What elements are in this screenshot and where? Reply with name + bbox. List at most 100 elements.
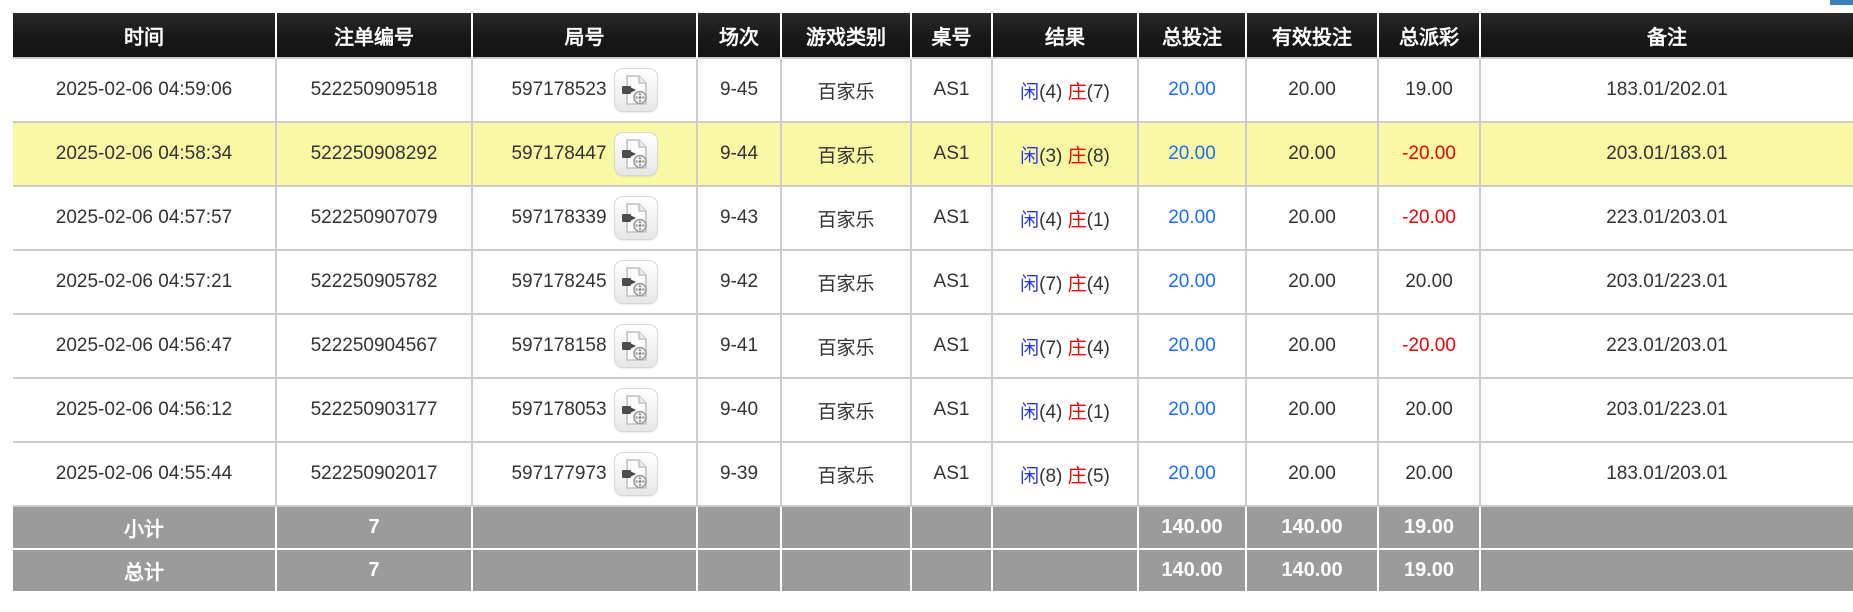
video-replay-button[interactable] [613, 452, 658, 496]
player-result-label: 闲 [1020, 209, 1040, 231]
cell-total-bet[interactable]: 20.00 [1137, 377, 1247, 443]
video-replay-button[interactable] [613, 260, 658, 304]
cell-total-bet[interactable]: 20.00 [1137, 185, 1247, 251]
cell-table-id: AS1 [910, 377, 993, 443]
cell-game-type: 百家乐 [780, 57, 912, 123]
cell-table-id: AS1 [910, 441, 993, 507]
banker-result-score: (7) [1086, 81, 1110, 103]
col-header-remark: 备注 [1479, 13, 1853, 58]
cell-bet-id: 522250909518 [275, 57, 473, 123]
video-replay-button[interactable] [613, 388, 658, 432]
cell-payout: 20.00 [1377, 377, 1481, 443]
player-result-label: 闲 [1020, 401, 1040, 423]
cutoff-blue-button[interactable] [1830, 0, 1853, 5]
cell-remark: 203.01/223.01 [1479, 249, 1853, 315]
banker-result-label: 庄 [1067, 81, 1087, 103]
cell-result: 闲(7) 庄(4) [991, 249, 1139, 315]
table-row: 2025-02-06 04:56:12 522250903177 5971780… [13, 377, 1853, 443]
video-file-icon [621, 267, 647, 297]
player-result-score: (7) [1039, 273, 1063, 295]
cell-game-type: 百家乐 [780, 249, 912, 315]
cell-total-bet[interactable]: 20.00 [1137, 313, 1247, 379]
cell-remark: 183.01/202.01 [1479, 57, 1853, 123]
grand-total-payout: 19.00 [1377, 548, 1481, 593]
cell-valid-bet: 20.00 [1245, 185, 1379, 251]
subtotal-empty-cell [1479, 505, 1853, 550]
grand-total-empty-cell [696, 548, 782, 593]
cell-total-bet[interactable]: 20.00 [1137, 249, 1247, 315]
cell-game-type: 百家乐 [780, 441, 912, 507]
cell-game-type: 百家乐 [780, 185, 912, 251]
cell-total-bet[interactable]: 20.00 [1137, 57, 1247, 123]
cell-session: 9-45 [696, 57, 782, 123]
cell-payout: 20.00 [1377, 249, 1481, 315]
grand-total-empty-cell [991, 548, 1139, 593]
video-file-icon [621, 331, 647, 361]
cell-payout: 20.00 [1377, 441, 1481, 507]
video-file-icon [621, 75, 647, 105]
cell-session: 9-43 [696, 185, 782, 251]
grand-total-row: 总计 7 140.00 140.00 19.00 [13, 548, 1853, 593]
banker-result-score: (4) [1086, 273, 1110, 295]
cell-remark: 183.01/203.01 [1479, 441, 1853, 507]
cell-payout: -20.00 [1377, 313, 1481, 379]
subtotal-label: 小计 [13, 505, 277, 550]
col-header-total-bet: 总投注 [1137, 13, 1247, 58]
cell-result: 闲(7) 庄(4) [991, 313, 1139, 379]
cell-table-id: AS1 [910, 185, 993, 251]
cell-payout: -20.00 [1377, 121, 1481, 187]
cell-total-bet[interactable]: 20.00 [1137, 121, 1247, 187]
player-result-score: (4) [1039, 209, 1063, 231]
player-result-score: (3) [1039, 145, 1063, 167]
subtotal-payout: 19.00 [1377, 505, 1481, 550]
round-number: 597178158 [511, 335, 607, 356]
table-footer: 小计 7 140.00 140.00 19.00 总计 7 140.00 140… [13, 505, 1853, 593]
round-number: 597178447 [511, 143, 607, 164]
video-file-icon [621, 459, 647, 489]
banker-result-score: (1) [1086, 209, 1110, 231]
player-result-score: (7) [1039, 337, 1063, 359]
cell-round: 597178447 [471, 121, 698, 187]
col-header-round: 局号 [471, 13, 698, 58]
player-result-label: 闲 [1020, 145, 1040, 167]
banker-result-label: 庄 [1067, 337, 1087, 359]
video-file-icon [621, 139, 647, 169]
cell-bet-id: 522250907079 [275, 185, 473, 251]
col-header-valid-bet: 有效投注 [1245, 13, 1379, 58]
banker-result-score: (5) [1086, 465, 1110, 487]
cell-valid-bet: 20.00 [1245, 121, 1379, 187]
cell-time: 2025-02-06 04:59:06 [13, 57, 277, 123]
subtotal-empty-cell [991, 505, 1139, 550]
video-file-icon [621, 395, 647, 425]
cell-table-id: AS1 [910, 313, 993, 379]
subtotal-total-bet: 140.00 [1137, 505, 1247, 550]
video-replay-button[interactable] [613, 132, 658, 176]
cell-remark: 223.01/203.01 [1479, 313, 1853, 379]
cell-total-bet[interactable]: 20.00 [1137, 441, 1247, 507]
cell-result: 闲(4) 庄(7) [991, 57, 1139, 123]
video-replay-button[interactable] [613, 196, 658, 240]
banker-result-label: 庄 [1067, 465, 1087, 487]
banker-result-label: 庄 [1067, 273, 1087, 295]
cell-time: 2025-02-06 04:57:21 [13, 249, 277, 315]
cell-table-id: AS1 [910, 121, 993, 187]
banker-result-score: (8) [1086, 145, 1110, 167]
video-replay-button[interactable] [613, 68, 658, 112]
grand-total-empty-cell [780, 548, 912, 593]
table-row: 2025-02-06 04:59:06 522250909518 5971785… [13, 57, 1853, 123]
cell-valid-bet: 20.00 [1245, 313, 1379, 379]
banker-result-score: (4) [1086, 337, 1110, 359]
subtotal-empty-cell [471, 505, 698, 550]
cell-bet-id: 522250902017 [275, 441, 473, 507]
col-header-game-type: 游戏类别 [780, 13, 912, 58]
col-header-table-id: 桌号 [910, 13, 993, 58]
cell-bet-id: 522250904567 [275, 313, 473, 379]
subtotal-empty-cell [780, 505, 912, 550]
cell-time: 2025-02-06 04:57:57 [13, 185, 277, 251]
player-result-label: 闲 [1020, 337, 1040, 359]
table-row: 2025-02-06 04:58:34 522250908292 5971784… [13, 121, 1853, 187]
cell-result: 闲(4) 庄(1) [991, 185, 1139, 251]
video-replay-button[interactable] [613, 324, 658, 368]
cell-valid-bet: 20.00 [1245, 249, 1379, 315]
grand-total-label: 总计 [13, 548, 277, 593]
